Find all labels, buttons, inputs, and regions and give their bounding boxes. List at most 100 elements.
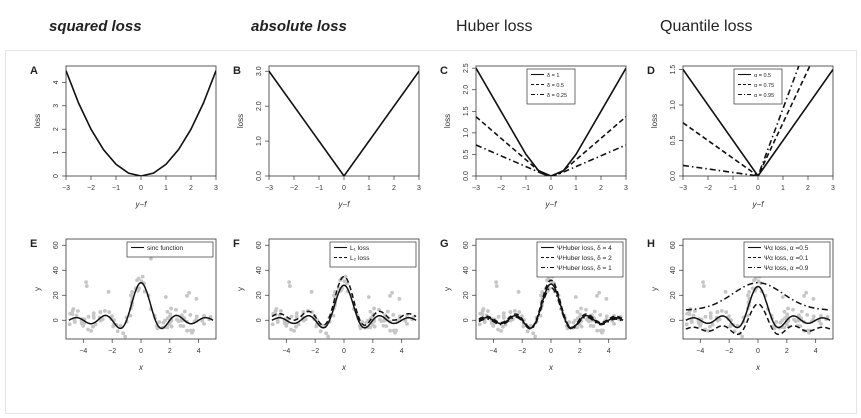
data-point [791,307,795,312]
data-point [385,309,390,314]
data-point [178,323,183,328]
data-point [202,321,206,326]
legend-entry: δ = 1 [547,73,559,79]
plot-frame [65,65,217,177]
data-point [140,274,145,279]
data-point [802,293,806,298]
legend-entry: Ψα loss, α =0.9 [764,265,809,272]
panel-d: D −3 −2 −1 0 1 2 3 0.0 0.5 1.0 1.5 y−f loss α = 0.5 α =… [647,65,835,209]
data-point [372,324,377,329]
data-point [84,284,89,288]
data-point [478,311,483,316]
data-point [747,290,752,294]
data-point [508,318,513,323]
y-tick-label: 1.5 [463,106,470,116]
data-point [403,318,408,323]
plot-area [476,67,626,176]
data-point [68,311,73,316]
plot-area [684,256,831,339]
data-point [780,295,785,299]
data-point [592,309,597,314]
x-tick-label: 1 [367,185,371,192]
series-line [68,282,214,330]
data-point [512,308,517,313]
x-tick-label: −4 [79,348,87,355]
x-tick-label: −3 [472,185,480,192]
data-point [477,322,482,327]
x-tick-label: −1 [522,185,530,192]
y-tick-label: 20 [53,291,60,299]
data-point [499,328,504,333]
x-tick-label: −4 [489,348,497,355]
x-tick-label: 3 [214,185,218,192]
data-point [368,325,373,330]
y-tick-label: 40 [53,266,60,274]
y-tick-label: 0.5 [670,136,677,146]
series-line [478,287,624,330]
data-point [110,314,114,319]
y-axis-label: loss [236,114,245,128]
data-point [342,279,347,284]
series-line [66,70,216,176]
x-axis-label: y−f [135,200,148,209]
data-point [79,321,84,326]
data-point [157,320,162,324]
data-point [496,327,500,332]
legend-entry: ΨHuber loss, δ = 2 [557,255,612,262]
data-point [520,314,524,319]
data-point [115,329,120,334]
plot-frame [268,65,420,177]
x-tick-label: 3 [624,185,628,192]
data-point [689,318,694,323]
data-point [797,313,801,318]
data-point [595,293,599,298]
x-tick-label: −1 [112,185,120,192]
y-tick-label: 0 [53,174,60,178]
series-line [683,69,833,176]
data-point [76,309,80,313]
data-point [275,318,280,323]
data-point [710,322,715,327]
y-tick-label: 3.0 [256,66,263,76]
data-point [753,276,758,281]
data-point [366,295,371,299]
y-tick-label: 60 [670,241,677,249]
data-point [799,309,804,314]
data-point [289,314,294,319]
y-tick-label: 0.0 [463,171,470,181]
data-point [381,323,386,328]
panel-letter: B [233,65,241,77]
y-tick-label: 1.0 [463,128,470,138]
data-point [326,334,331,339]
data-point [149,256,153,261]
data-point [685,311,690,316]
data-point [168,312,173,317]
heading-huber-loss: Huber loss [456,18,533,35]
data-point [91,315,96,320]
data-point [165,309,170,314]
y-axis-label: y [236,287,245,291]
plot-area [66,70,216,176]
data-point [301,309,306,314]
x-axis-label: x [548,363,554,372]
data-point [516,289,521,294]
data-point [825,314,830,319]
legend-box [126,241,214,258]
data-point [368,309,373,314]
x-axis-label: x [341,363,347,372]
data-point [604,314,609,319]
y-axis-label: loss [650,114,659,128]
y-tick-label: 1.0 [256,136,263,146]
data-point [86,327,90,332]
x-tick-label: 0 [342,185,346,192]
data-point [696,321,701,326]
panel-letter: E [30,238,37,250]
series-line [478,279,624,329]
x-tick-label: 2 [578,348,582,355]
x-tick-label: 2 [806,185,810,192]
data-point [391,313,396,317]
x-tick-label: −1 [315,185,323,192]
data-point [318,329,323,334]
data-point [525,329,530,334]
